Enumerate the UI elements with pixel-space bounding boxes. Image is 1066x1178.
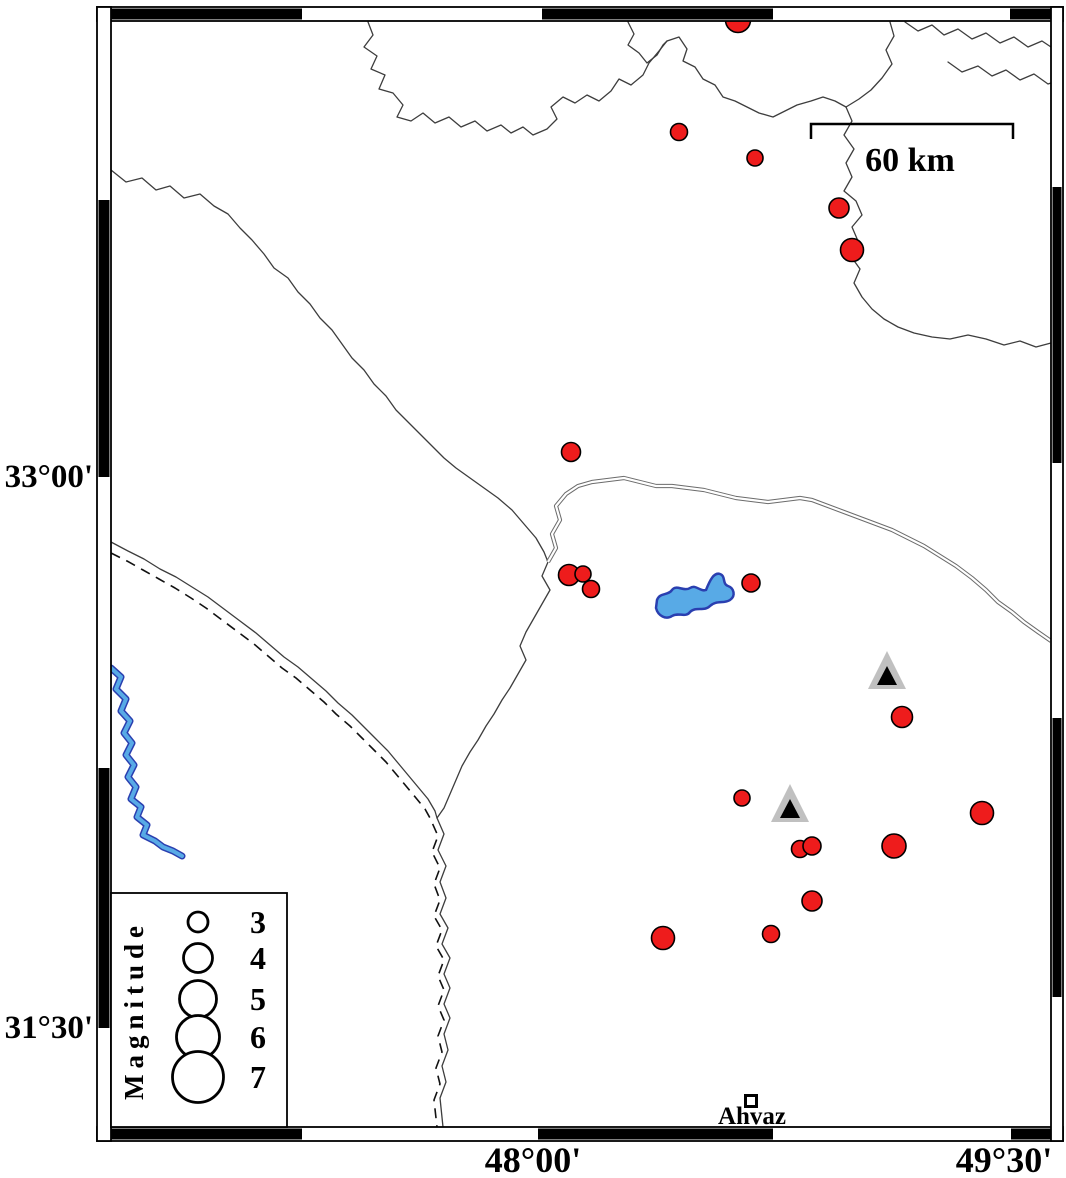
earthquake-epicenter [802, 836, 822, 856]
boundary-line-west-solid [110, 541, 451, 1128]
legend-value: 4 [250, 940, 266, 976]
river-double-line-gap [547, 476, 1052, 642]
earthquake-epicenter [581, 579, 601, 599]
axis-label-lat-3130: 31°30' [5, 1010, 93, 1046]
frame-segment [1052, 718, 1062, 997]
station-markers [771, 651, 906, 822]
legend-marks: 34 56 7 [171, 904, 266, 1104]
earthquake-epicenter [839, 237, 865, 263]
legend-circle [171, 1050, 225, 1104]
earthquake-epicenter [801, 890, 823, 912]
legend-circle [186, 910, 210, 934]
legend-value: 5 [250, 981, 266, 1017]
frame-segment [111, 1128, 302, 1140]
earthquake-epicenter [761, 924, 781, 944]
frame-segment [1052, 187, 1062, 463]
earthquake-epicenter [741, 573, 761, 593]
boundary-line-northeast-b [947, 61, 1052, 85]
river-double-line [546, 475, 1053, 643]
scale-bar-label: 60 km [865, 142, 955, 179]
station-triangle-core [877, 666, 897, 685]
frame-segment [542, 8, 773, 20]
river-double-line-casing [546, 475, 1053, 643]
frame-segment [1011, 1128, 1051, 1140]
frame-segment [98, 768, 110, 1028]
earthquake-epicenter [560, 441, 582, 463]
boundary-line-north [363, 21, 847, 136]
axis-label-lon-4930: 49°30' [956, 1140, 1052, 1178]
earthquake-epicenter [733, 789, 751, 807]
boundary-line-west-dashed [110, 552, 445, 1128]
city-marker: Ahvaz [718, 1094, 786, 1130]
scale-bar: 60 km [809, 122, 1015, 179]
earthquake-markers [557, 6, 995, 951]
boundary-line-east [843, 106, 1052, 348]
earthquake-epicenter [890, 705, 914, 729]
frame-segment [98, 200, 110, 477]
earthquake-epicenter [881, 833, 907, 859]
frame-segment [111, 8, 302, 20]
map-frame [96, 6, 1064, 1142]
city-square-icon [744, 1094, 758, 1108]
legend-value: 7 [250, 1059, 266, 1095]
legend-title: Magnitude [119, 920, 149, 1100]
map-interior [107, 6, 1053, 1128]
boundary-line-northwest-diagonal [110, 169, 549, 563]
legend-circle [178, 979, 218, 1019]
boundary-line-branch-b [845, 21, 895, 108]
annotations: 60 km Magnitude 34 56 7 Ahvaz 33°00' 31°30… [5, 122, 1052, 1178]
legend-value: 3 [250, 904, 266, 940]
lake [654, 572, 735, 619]
axis-label-lon-48: 48°00' [485, 1140, 581, 1178]
legend-value: 6 [250, 1019, 266, 1055]
earthquake-epicenter [746, 149, 764, 167]
station-triangle-core [780, 799, 800, 818]
frame-segment [538, 1128, 773, 1140]
scale-bar-line [809, 122, 1015, 139]
legend-circle [182, 942, 214, 974]
river [107, 664, 186, 860]
frame-segment [1010, 8, 1051, 20]
earthquake-epicenter [574, 565, 592, 583]
earthquake-epicenter [828, 197, 850, 219]
boundary-line-northeast-a [904, 21, 1052, 48]
river-water [109, 666, 184, 858]
earthquake-epicenter [969, 800, 995, 826]
earthquake-epicenter [669, 122, 689, 142]
magnitude-legend: Magnitude 34 56 7 [110, 892, 288, 1128]
boundary-line-center-south [436, 561, 551, 819]
axis-label-lat-33: 33°00' [5, 459, 93, 495]
city-label: Ahvaz [718, 1103, 786, 1130]
boundary-line-branch-a [627, 21, 668, 64]
earthquake-epicenter [650, 925, 676, 951]
